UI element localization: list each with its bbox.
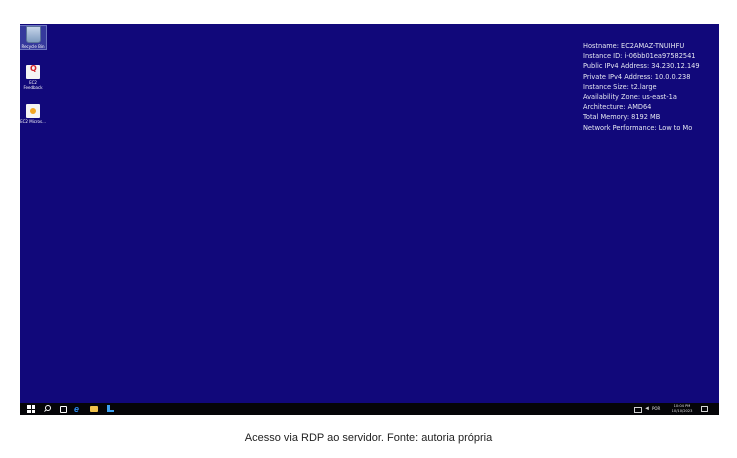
desktop-icon-label: EC2 Micros...	[20, 119, 46, 124]
architecture-text: Architecture: AMD64	[583, 103, 652, 112]
volume-icon[interactable]: ◄	[644, 406, 650, 412]
start-button[interactable]	[27, 405, 35, 413]
instance-size-text: Instance Size: t2.large	[583, 82, 657, 91]
recycle-bin-icon	[25, 26, 41, 43]
clock-time: 10:04 PM	[673, 404, 691, 408]
taskbar: e ◄ POR 10:04 PM 10/10/2023	[20, 403, 719, 415]
private-ip-text: Private IPv4 Address: 10.0.0.238	[583, 72, 691, 81]
server-manager-icon[interactable]	[106, 405, 115, 413]
clock-date: 10/10/2023	[671, 409, 693, 413]
notification-icon[interactable]	[701, 406, 708, 412]
instance-id-text: Instance ID: i-06bb01ea97582541	[583, 52, 696, 61]
desktop-icon-label: Recycle Bin	[21, 44, 45, 49]
feedback-icon	[26, 65, 40, 79]
remote-desktop-screen: Recycle Bin EC2 Feedback EC2 Micros... H…	[20, 24, 719, 415]
public-ip-text: Public IPv4 Address: 34.230.12.149	[583, 62, 700, 71]
search-icon[interactable]	[44, 405, 52, 413]
desktop-icon-ec2-microsoft[interactable]: EC2 Micros...	[20, 104, 46, 124]
network-icon[interactable]	[634, 407, 642, 413]
ec2-microsoft-icon	[26, 104, 40, 118]
desktop-icon-label: EC2 Feedback	[23, 80, 43, 90]
total-memory-text: Total Memory: 8192 MB	[583, 113, 661, 122]
hostname-text: Hostname: EC2AMAZ-TNUIHFU	[583, 42, 685, 50]
clock[interactable]: 10:04 PM 10/10/2023	[668, 404, 696, 415]
desktop-icon-ec2-feedback[interactable]: EC2 Feedback	[20, 65, 46, 90]
availability-zone-text: Availability Zone: us-east-1a	[583, 92, 677, 101]
file-explorer-icon[interactable]	[90, 405, 99, 413]
figure-caption: Acesso via RDP ao servidor. Fonte: autor…	[244, 432, 493, 444]
language-indicator[interactable]: POR	[652, 406, 661, 411]
task-view-icon[interactable]	[59, 405, 67, 413]
internet-explorer-icon[interactable]: e	[74, 404, 80, 414]
bginfo-panel: Hostname: EC2AMAZ-TNUIHFU Instance ID: i…	[583, 41, 700, 133]
network-performance-text: Network Performance: Low to Mo	[583, 123, 693, 132]
desktop-icon-recycle-bin[interactable]: Recycle Bin	[20, 25, 47, 50]
